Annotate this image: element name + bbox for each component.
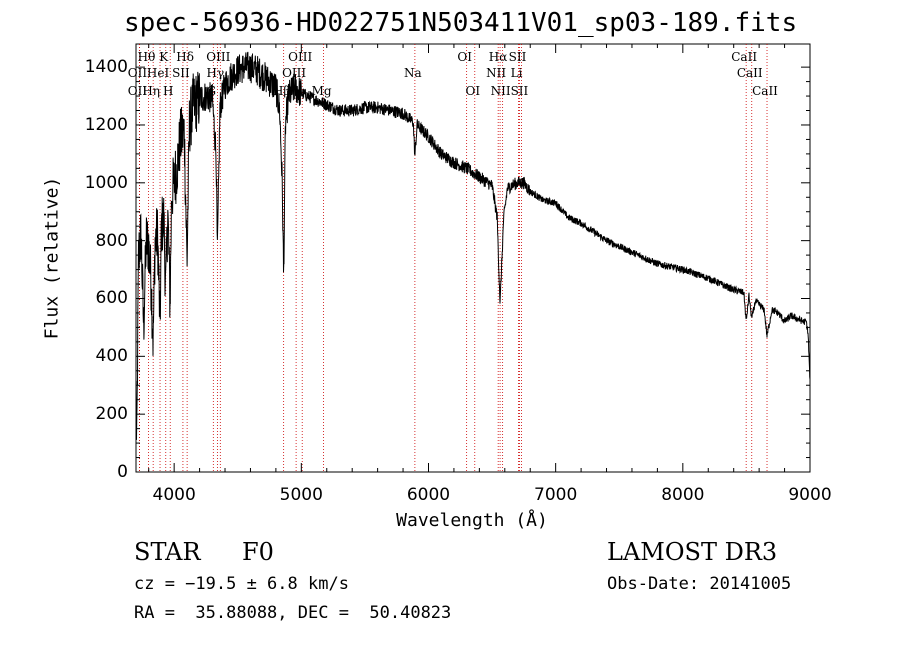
line-marker-label: NII <box>490 84 511 98</box>
line-marker-label: OI <box>457 50 472 64</box>
line-marker-label: OI <box>465 84 481 98</box>
y-tick-label: 0 <box>117 462 128 482</box>
line-marker-label: OII <box>127 66 148 80</box>
line-marker-label: Hγ <box>206 66 225 80</box>
line-marker-label: Li <box>510 66 523 80</box>
line-marker-label: Hθ <box>137 50 156 64</box>
x-tick-label: 5000 <box>279 485 323 505</box>
line-marker-label: H <box>162 84 174 98</box>
line-marker-label: Na <box>404 66 422 80</box>
coordinates: RA = 35.88088, DEC = 50.40823 <box>134 603 452 623</box>
y-axis-label: Flux (relative) <box>41 176 63 340</box>
line-marker-label: CaII <box>731 50 758 64</box>
line-marker-label: CaII <box>752 84 778 98</box>
x-tick-label: 8000 <box>661 485 705 505</box>
x-tick-label: 7000 <box>534 485 578 505</box>
y-tick-label: 1200 <box>84 114 128 135</box>
line-marker-label: Mg <box>311 84 332 98</box>
line-marker-label: HeI <box>146 66 170 80</box>
line-marker-label: Hβ <box>272 84 291 98</box>
line-marker-label: OII <box>127 84 148 98</box>
spectrum-line <box>135 51 811 440</box>
line-marker-layer <box>139 44 768 472</box>
obs-date: Obs-Date: 20141005 <box>607 574 792 594</box>
axis-tick-layer <box>136 44 811 473</box>
plot-frame <box>135 43 811 473</box>
x-tick-label: 4000 <box>152 485 196 505</box>
y-tick-label: 800 <box>95 230 128 251</box>
line-marker-label: SII <box>172 66 190 80</box>
line-marker-label: G <box>206 84 217 98</box>
line-marker-label: SII <box>508 50 527 64</box>
line-marker-label: NII <box>486 66 507 80</box>
y-tick-label: 600 <box>95 288 128 309</box>
y-tick-label: 200 <box>95 404 128 425</box>
line-marker-label: Hδ <box>176 50 194 64</box>
line-marker-label: CaII <box>736 66 763 80</box>
x-axis-label: Wavelength (Å) <box>396 510 548 531</box>
y-tick-label: 1400 <box>84 57 128 78</box>
y-tick-label: 400 <box>95 346 128 367</box>
chart-title: spec-56936-HD022751N503411V01_sp03-189.f… <box>124 8 798 38</box>
x-tick-label: 6000 <box>406 485 451 505</box>
line-marker-label: OIII <box>206 50 231 64</box>
object-class: STAR <box>134 538 201 566</box>
redshift-value: cz = −19.5 ± 6.8 km/s <box>134 574 349 594</box>
y-tick-label: 1000 <box>84 172 128 193</box>
line-marker-label: OIII <box>282 66 307 80</box>
line-marker-label: SII <box>510 84 529 98</box>
line-marker-label: Hα <box>488 50 508 64</box>
survey-name: LAMOST DR3 <box>607 538 778 566</box>
line-marker-label: Hη <box>142 84 160 98</box>
line-marker-label: OIII <box>288 50 313 64</box>
line-marker-label: K <box>159 50 169 64</box>
x-tick-label: 9000 <box>788 485 832 505</box>
spectral-subclass: F0 <box>242 538 274 566</box>
